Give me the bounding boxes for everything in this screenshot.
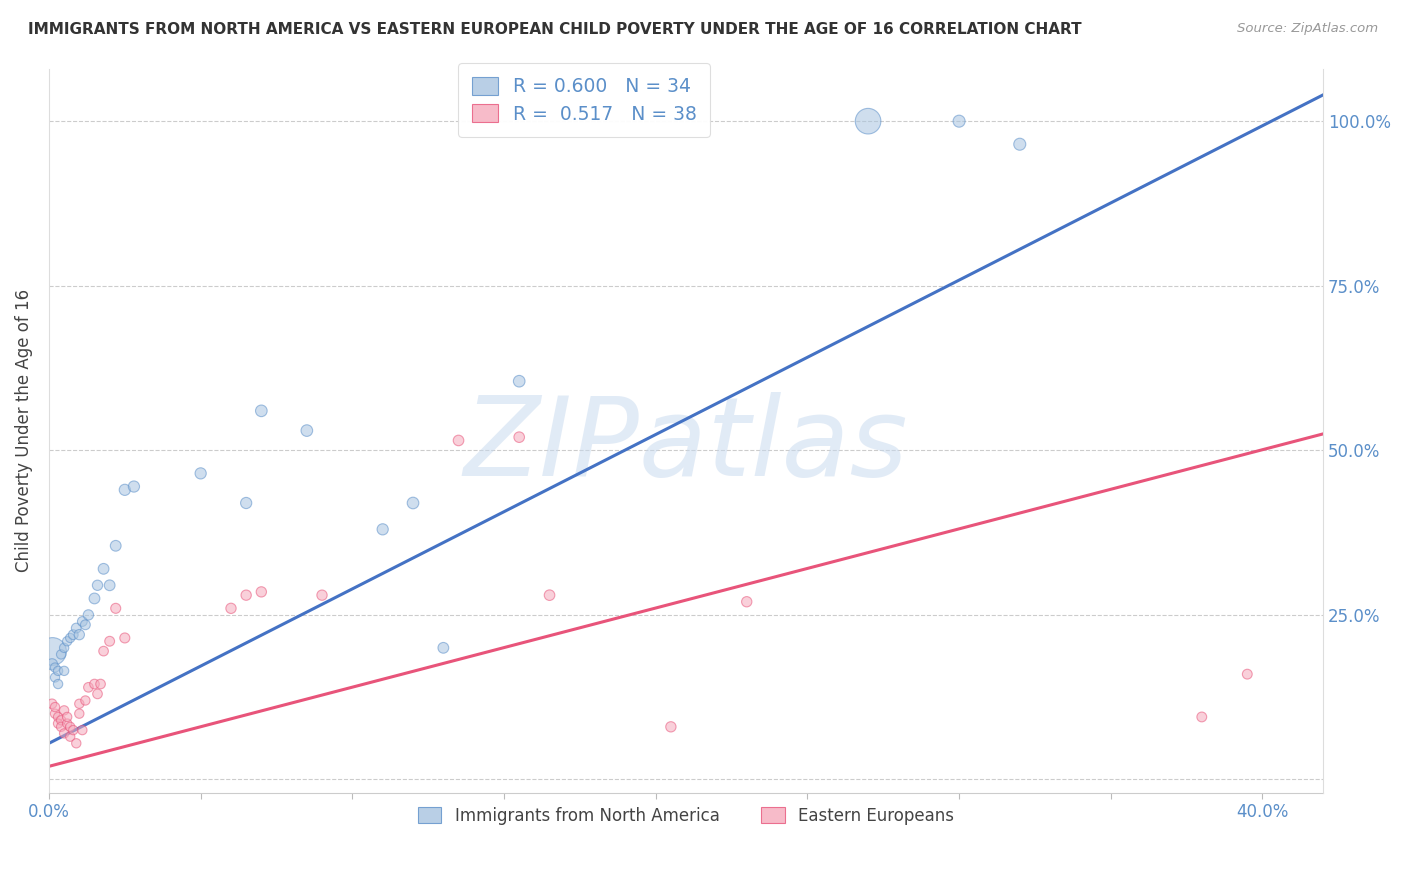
Point	[65, 621, 87, 635]
Point	[72, 615, 94, 629]
Point	[295, 424, 318, 438]
Point	[948, 114, 970, 128]
Point	[77, 681, 100, 695]
Point	[402, 496, 425, 510]
Point	[49, 720, 72, 734]
Point	[65, 736, 87, 750]
Point	[72, 723, 94, 738]
Text: IMMIGRANTS FROM NORTH AMERICA VS EASTERN EUROPEAN CHILD POVERTY UNDER THE AGE OF: IMMIGRANTS FROM NORTH AMERICA VS EASTERN…	[28, 22, 1081, 37]
Point	[49, 713, 72, 727]
Point	[219, 601, 242, 615]
Point	[1191, 710, 1213, 724]
Point	[41, 644, 63, 658]
Point	[46, 677, 69, 691]
Point	[104, 539, 127, 553]
Point	[114, 631, 136, 645]
Point	[44, 700, 66, 714]
Point	[56, 716, 79, 731]
Point	[93, 562, 115, 576]
Point	[56, 634, 79, 648]
Point	[93, 644, 115, 658]
Point	[44, 660, 66, 674]
Y-axis label: Child Poverty Under the Age of 16: Child Poverty Under the Age of 16	[15, 289, 32, 572]
Point	[62, 628, 84, 642]
Point	[735, 595, 758, 609]
Point	[44, 670, 66, 684]
Point	[41, 697, 63, 711]
Point	[508, 430, 530, 444]
Point	[432, 640, 454, 655]
Point	[75, 693, 97, 707]
Point	[86, 687, 108, 701]
Point	[235, 496, 257, 510]
Point	[250, 404, 273, 418]
Point	[67, 706, 90, 721]
Point	[53, 640, 76, 655]
Point	[49, 648, 72, 662]
Point	[83, 677, 105, 691]
Text: Source: ZipAtlas.com: Source: ZipAtlas.com	[1237, 22, 1378, 36]
Point	[1008, 137, 1031, 152]
Point	[250, 585, 273, 599]
Legend: Immigrants from North America, Eastern Europeans: Immigrants from North America, Eastern E…	[408, 797, 965, 835]
Point	[538, 588, 561, 602]
Point	[1236, 667, 1258, 681]
Point	[59, 631, 82, 645]
Point	[856, 114, 879, 128]
Point	[371, 522, 394, 536]
Point	[114, 483, 136, 497]
Point	[90, 677, 112, 691]
Point	[56, 710, 79, 724]
Point	[659, 720, 682, 734]
Point	[86, 578, 108, 592]
Point	[77, 607, 100, 622]
Point	[98, 634, 121, 648]
Point	[44, 706, 66, 721]
Point	[67, 697, 90, 711]
Point	[59, 720, 82, 734]
Point	[75, 617, 97, 632]
Text: ZIPatlas: ZIPatlas	[464, 392, 908, 499]
Point	[46, 716, 69, 731]
Point	[311, 588, 333, 602]
Point	[104, 601, 127, 615]
Point	[53, 726, 76, 740]
Point	[98, 578, 121, 592]
Point	[83, 591, 105, 606]
Point	[508, 374, 530, 388]
Point	[53, 664, 76, 678]
Point	[235, 588, 257, 602]
Point	[46, 710, 69, 724]
Point	[59, 730, 82, 744]
Point	[190, 467, 212, 481]
Point	[46, 664, 69, 678]
Point	[67, 628, 90, 642]
Point	[41, 657, 63, 672]
Point	[447, 434, 470, 448]
Point	[53, 703, 76, 717]
Point	[62, 723, 84, 738]
Point	[122, 479, 145, 493]
